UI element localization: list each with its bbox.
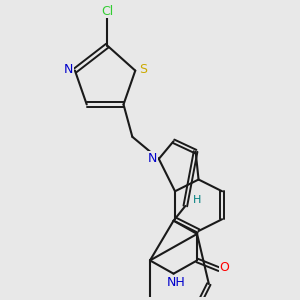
Text: N: N	[148, 152, 157, 165]
Text: O: O	[219, 261, 229, 274]
Text: Cl: Cl	[101, 4, 113, 17]
Text: N: N	[64, 63, 73, 76]
Text: NH: NH	[167, 276, 186, 289]
Text: H: H	[193, 195, 201, 205]
Text: S: S	[139, 63, 147, 76]
